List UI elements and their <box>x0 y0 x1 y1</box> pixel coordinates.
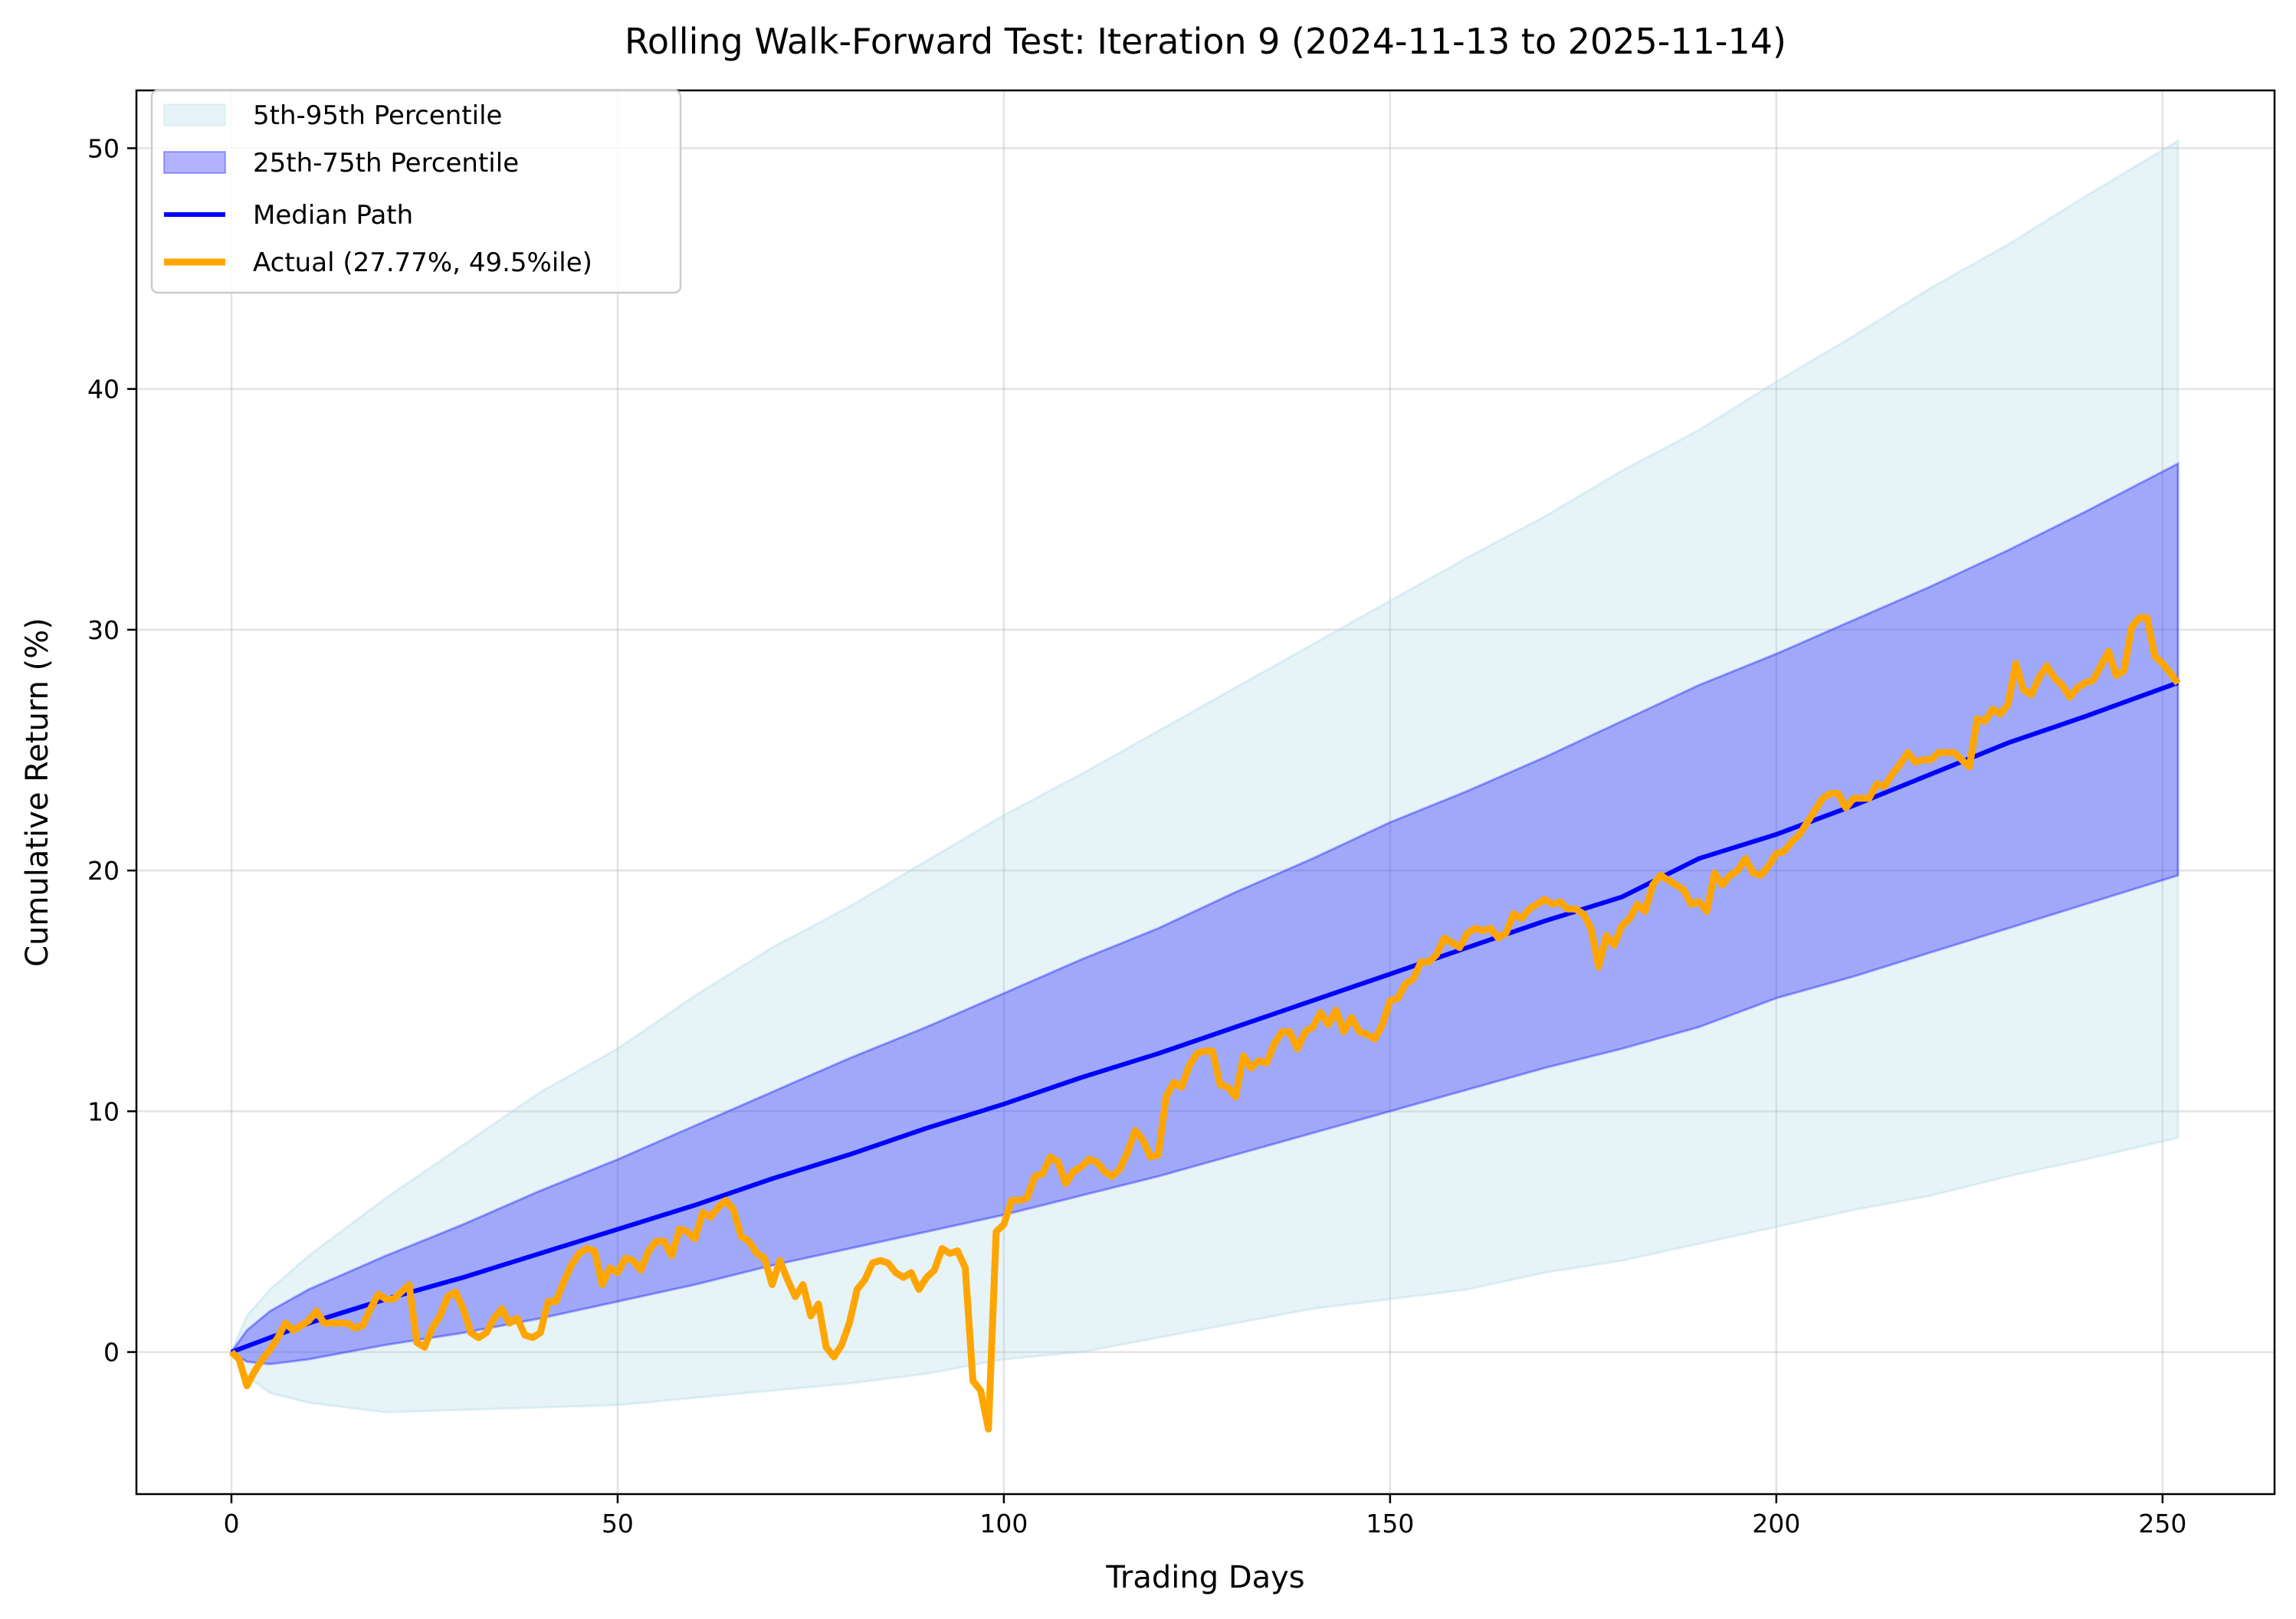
band-5-95 <box>230 139 2180 1414</box>
bands <box>229 139 2180 1414</box>
legend: 5th-95th Percentile 25th-75th Percentile… <box>150 89 682 294</box>
y-axis-label: Cumulative Return (%) <box>20 618 55 967</box>
plot-frame <box>135 89 2276 1496</box>
y-tick-label: 40 <box>87 375 120 405</box>
legend-label-median: Median Path <box>253 200 413 231</box>
y-tick-label: 20 <box>87 856 120 886</box>
legend-swatch-25-75 <box>163 151 226 174</box>
y-tick-label: 10 <box>87 1096 120 1126</box>
lines <box>228 614 2181 1433</box>
x-axis-label: Trading Days <box>1105 1560 1304 1595</box>
x-tick-label: 100 <box>979 1509 1028 1539</box>
y-tick-label: 0 <box>103 1338 120 1368</box>
band-25-75 <box>229 461 2180 1365</box>
median-line <box>230 680 2180 1355</box>
legend-frame <box>150 89 682 294</box>
chart-title: Rolling Walk-Forward Test: Iteration 9 (… <box>625 21 1786 62</box>
y-tick-label: 30 <box>87 615 120 645</box>
legend-label-5-95: 5th-95th Percentile <box>253 100 502 131</box>
legend-swatch-5-95 <box>163 103 226 126</box>
x-tick-label: 50 <box>602 1509 634 1539</box>
actual-line <box>228 614 2181 1433</box>
ticks: 0 50 100 150 200 250 0 10 20 30 40 50 <box>87 133 2186 1539</box>
legend-label-25-75: 25th-75th Percentile <box>253 148 519 179</box>
x-tick-label: 150 <box>1366 1509 1414 1539</box>
x-tick-label: 250 <box>2138 1509 2186 1539</box>
x-tick-label: 0 <box>223 1509 239 1539</box>
y-tick-label: 50 <box>87 133 120 163</box>
legend-label-actual: Actual (27.77%, 49.5%ile) <box>253 247 592 278</box>
x-tick-label: 200 <box>1752 1509 1800 1539</box>
